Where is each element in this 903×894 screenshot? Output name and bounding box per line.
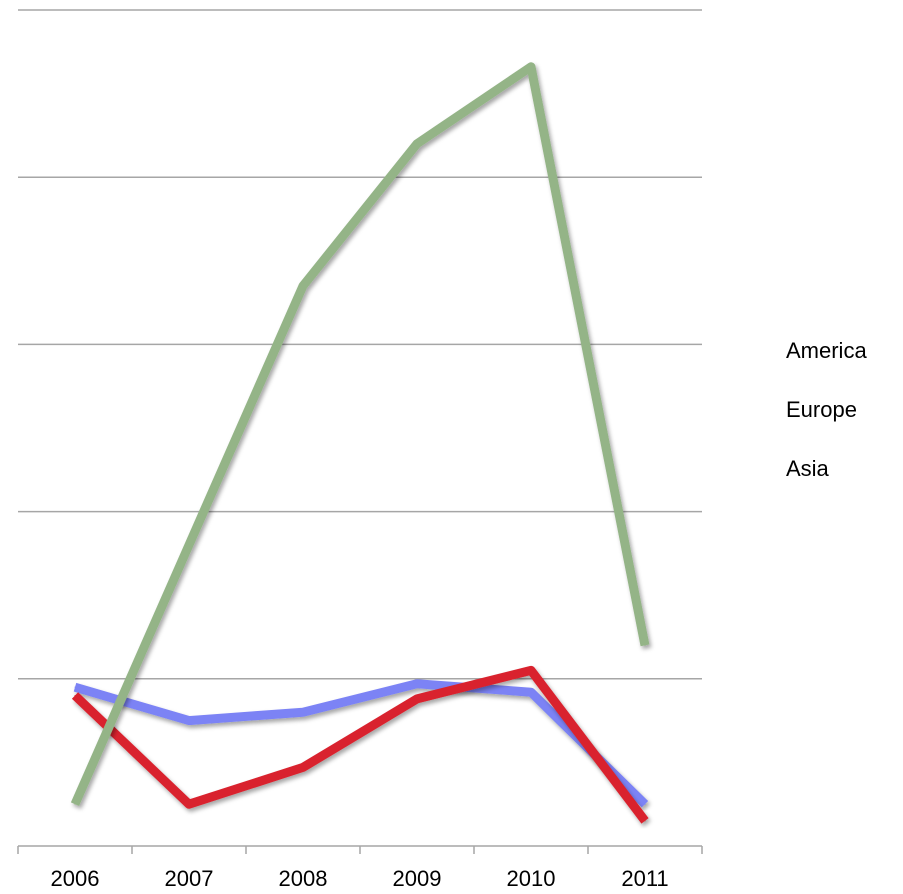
legend-label-america: America [786, 338, 867, 363]
data-point-america [644, 803, 646, 805]
data-point-america [416, 683, 418, 685]
data-point-america [188, 720, 190, 722]
series-line-europe [71, 665, 649, 824]
x-axis: 2006 2007 2008 2009 2010 2011 [17, 845, 703, 891]
gridlines [18, 9, 702, 680]
data-point-europe [530, 669, 532, 671]
x-tick-label: 2009 [393, 866, 442, 891]
data-point-europe [302, 766, 304, 768]
data-point-asia [530, 66, 532, 68]
x-tick-label: 2011 [621, 866, 668, 891]
data-point-asia [416, 143, 418, 145]
x-tick-label: 2010 [507, 866, 556, 891]
data-point-asia [188, 544, 190, 546]
legend-label-europe: Europe [786, 397, 857, 422]
x-tick-label: 2006 [51, 866, 100, 891]
series-line-asia [70, 62, 650, 807]
x-tick-label: 2007 [165, 866, 214, 891]
data-point-asia [74, 803, 76, 805]
series-line-america [73, 679, 649, 808]
series-lines [70, 62, 650, 824]
x-tick-label: 2008 [279, 866, 328, 891]
data-point-europe [416, 698, 418, 700]
data-point-europe [644, 820, 646, 822]
legend-label-asia: Asia [786, 456, 830, 481]
data-point-asia [302, 285, 304, 287]
legend: America Europe Asia [728, 338, 867, 481]
data-point-asia [644, 644, 646, 646]
data-point-europe [188, 803, 190, 805]
data-point-europe [74, 695, 76, 697]
data-point-america [302, 711, 304, 713]
data-point-america [530, 691, 532, 693]
data-point-america [74, 686, 76, 688]
